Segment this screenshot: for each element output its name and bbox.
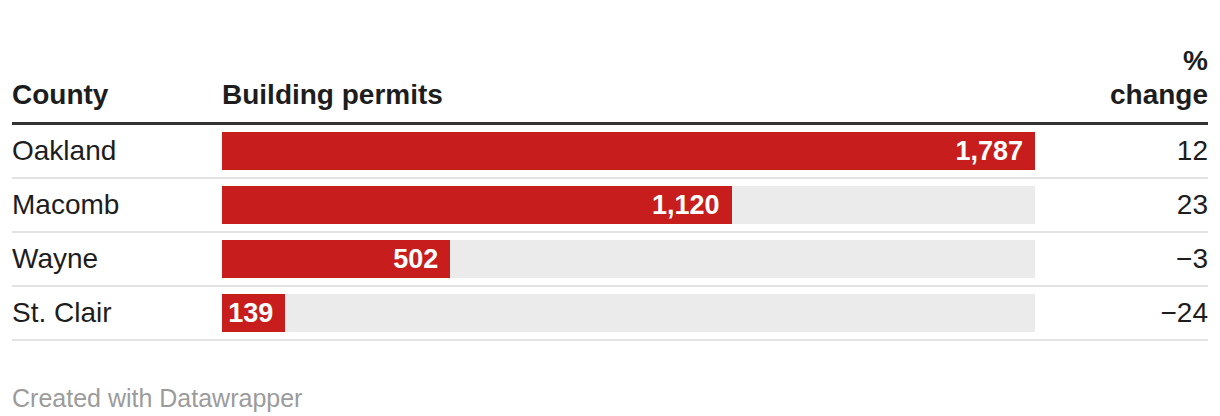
table-row: Wayne 502 −3 <box>12 233 1208 287</box>
bar: 502 <box>222 240 450 278</box>
table-header-row: County Building permits % change <box>12 0 1208 125</box>
county-label: Wayne <box>12 243 222 275</box>
table-row: St. Clair 139 −24 <box>12 287 1208 341</box>
column-header-pct-change: % change <box>1035 44 1208 112</box>
table-row: Macomb 1,120 23 <box>12 179 1208 233</box>
bar-track: 1,787 <box>222 132 1035 170</box>
bar-chart-table: County Building permits % change Oakland… <box>0 0 1220 416</box>
bar-value-label: 1,787 <box>955 136 1035 167</box>
bar: 1,787 <box>222 132 1035 170</box>
pct-change-value: −3 <box>1035 243 1208 275</box>
datawrapper-credit[interactable]: Created with Datawrapper <box>12 383 1208 413</box>
bar: 139 <box>222 294 285 332</box>
county-label: St. Clair <box>12 297 222 329</box>
bar-value-label: 139 <box>228 298 285 329</box>
pct-change-value: 12 <box>1035 135 1208 167</box>
table-row: Oakland 1,787 12 <box>12 125 1208 179</box>
column-header-building-permits: Building permits <box>222 78 1035 112</box>
bar: 1,120 <box>222 186 732 224</box>
bar-track: 502 <box>222 240 1035 278</box>
county-label: Macomb <box>12 189 222 221</box>
pct-change-value: 23 <box>1035 189 1208 221</box>
bar-track: 139 <box>222 294 1035 332</box>
bar-value-label: 502 <box>393 244 450 275</box>
county-label: Oakland <box>12 135 222 167</box>
column-header-county: County <box>12 78 222 112</box>
pct-change-value: −24 <box>1035 297 1208 329</box>
bar-track: 1,120 <box>222 186 1035 224</box>
bar-value-label: 1,120 <box>652 190 732 221</box>
